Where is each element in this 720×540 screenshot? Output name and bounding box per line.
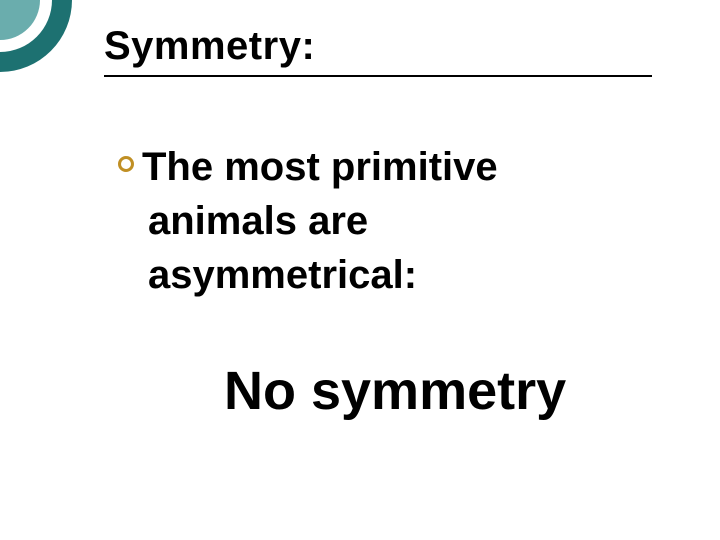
body-block: The most primitive animals are asymmetri…: [118, 140, 678, 302]
slide-title: Symmetry:: [104, 24, 644, 69]
bullet-line: The most primitive: [118, 140, 678, 194]
body-line-1: The most primitive: [142, 140, 498, 194]
body-line-2: animals are: [148, 194, 678, 248]
hollow-circle-bullet-icon: [118, 156, 134, 172]
title-underline: [104, 75, 652, 77]
ring-outer: [0, 0, 72, 72]
ring-inner: [0, 0, 40, 40]
body-line-3: asymmetrical:: [148, 248, 678, 302]
corner-ring-decoration: [0, 0, 72, 72]
ring-gap: [0, 0, 52, 52]
title-block: Symmetry:: [104, 24, 644, 77]
conclusion-text: No symmetry: [224, 360, 566, 422]
